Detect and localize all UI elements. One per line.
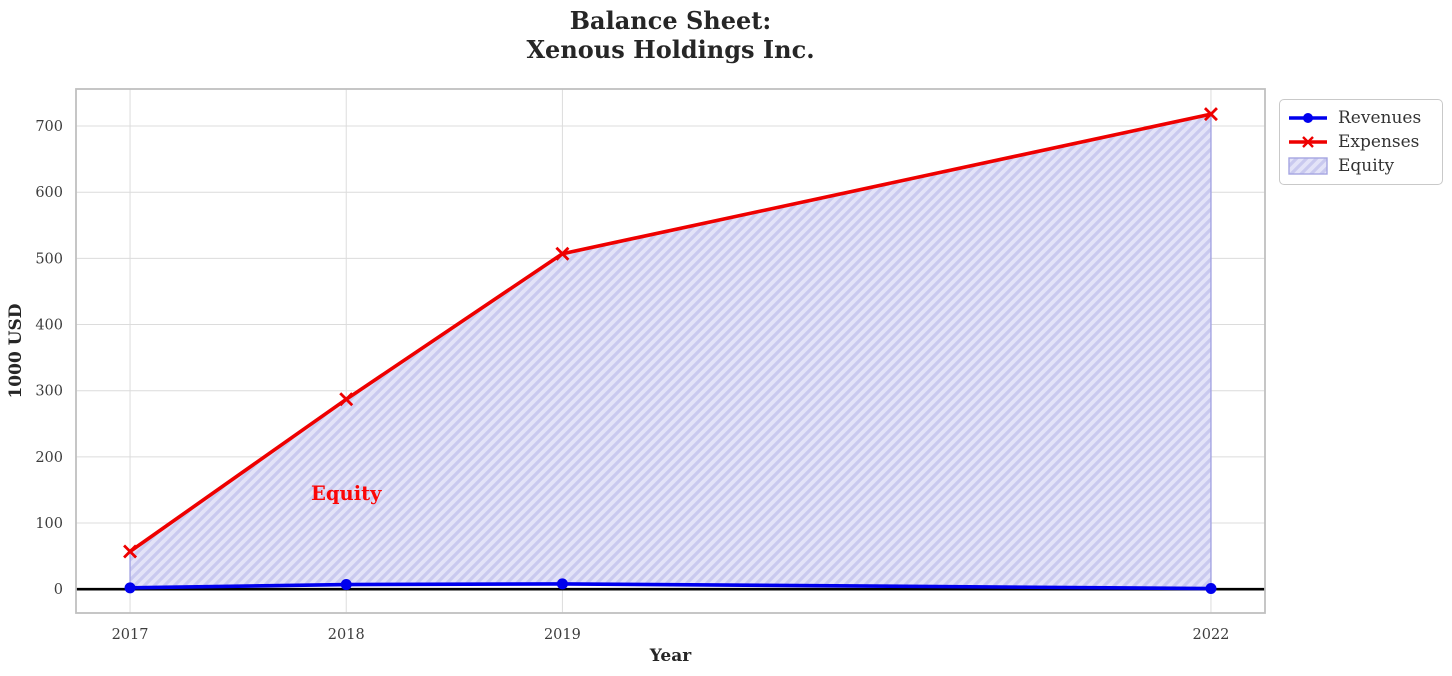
legend-item-equity: Equity [1288,154,1434,178]
revenues-line [130,582,1211,591]
x-tick-label: 2018 [328,627,365,643]
revenues-marker [1205,583,1217,595]
legend-label-revenues: Revenues [1338,108,1422,128]
y-axis-label: 1000 USD [6,303,26,399]
legend-label-equity: Equity [1338,156,1395,176]
y-tick-label: 0 [54,582,63,598]
expenses-marker [339,392,354,407]
equity-annotation: Equity [311,482,382,505]
y-tick-label: 300 [35,384,63,400]
expenses-line-swatch-icon [1289,136,1327,148]
equity-fill-area [129,113,1212,590]
x-axis-label: Year [649,646,692,666]
equity-patch-swatch-icon [1288,157,1328,175]
expenses-line [129,112,1212,553]
y-tick-label: 200 [35,450,63,466]
legend-label-expenses: Expenses [1338,132,1420,152]
y-tick-label: 700 [35,119,63,135]
revenues-marker [340,579,352,591]
expenses-marker [123,544,138,559]
plot-border [75,88,1266,614]
chart-legend: Revenues Expenses Equity [1279,99,1443,185]
x-tick-label: 2022 [1193,627,1230,643]
y-tick-label: 500 [35,251,63,267]
x-tick-label: 2019 [544,627,581,643]
expenses-marker [555,246,570,261]
revenues-line-swatch-icon [1289,113,1327,123]
legend-item-expenses: Expenses [1288,130,1434,154]
revenues-marker [556,578,568,590]
revenues-marker [124,582,136,594]
legend-item-revenues: Revenues [1288,106,1434,130]
expenses-marker [1203,107,1218,122]
x-tick-label: 2017 [112,627,149,643]
chart-title: Balance Sheet: Xenous Holdings Inc. [526,6,815,64]
y-tick-label: 600 [35,185,63,201]
y-tick-label: 100 [35,516,63,532]
y-tick-label: 400 [35,318,63,334]
